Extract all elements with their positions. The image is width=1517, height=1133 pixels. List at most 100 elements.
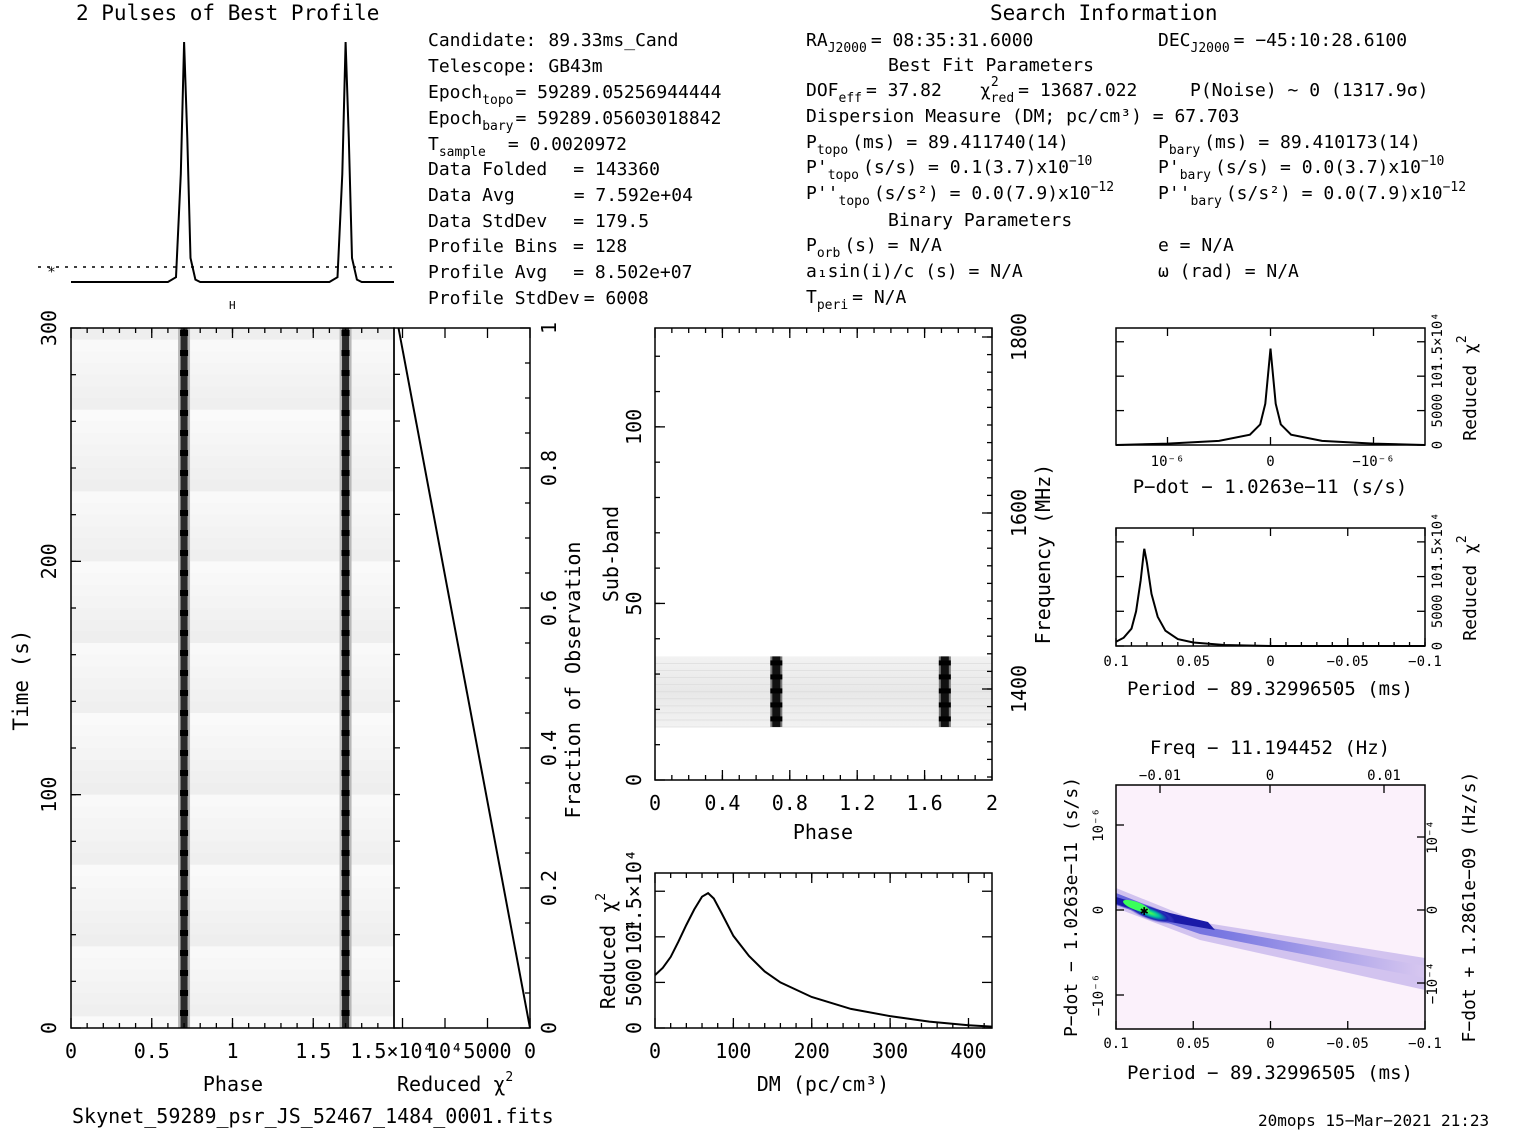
svg-text:Candidate:89.33ms_Cand: Candidate: 89.33ms_Cand: [428, 30, 678, 51]
time-row: [71, 491, 394, 504]
ppdot-top-tick-label: −0.01: [1139, 768, 1181, 784]
ppdot-peak-core: [1123, 899, 1150, 913]
ppdot-title: Freq − 11.194452 (Hz): [1150, 737, 1390, 759]
time-row: [71, 526, 394, 539]
time-axis-label: Time (s): [9, 629, 33, 730]
ppdot-best-marker: ✱: [1140, 903, 1149, 919]
subband-axis-label: Sub-band: [599, 506, 623, 602]
ppdot-top-tick-label: 0.01: [1367, 768, 1401, 784]
time-row: [71, 643, 394, 656]
ppdot-ytick-label: 0: [1091, 906, 1107, 914]
svg-text:Data Folded= 143360: Data Folded = 143360: [428, 159, 660, 180]
svg-text:Data Avg= 7.592e+04: Data Avg = 7.592e+04: [428, 185, 693, 206]
pulse-subint: [341, 690, 350, 696]
profile-baseline-marker: ⁎: [48, 260, 55, 276]
subband-xtick-label: 0.8: [772, 791, 808, 815]
subband-xlabel: Phase: [793, 820, 853, 844]
time-row: [71, 678, 394, 691]
pdot-xtick-label: −10⁻⁶: [1352, 454, 1394, 470]
pulse-subint: [180, 850, 189, 856]
pulse-subint: [341, 410, 350, 416]
dm-xtick-label: 200: [794, 1039, 830, 1063]
dm-ytick-label: 10⁴: [622, 919, 646, 955]
time-row: [71, 888, 394, 901]
time-row: [71, 468, 394, 481]
pdot-xtick-label: 10⁻⁶: [1151, 454, 1185, 470]
time-phase-xlabel: Phase: [203, 1072, 263, 1096]
pulse-subint: [341, 910, 350, 916]
dm-xtick-label: 300: [872, 1039, 908, 1063]
pulse-subint: [180, 650, 189, 656]
svg-text:P''bary(s/s²) = 0.0(7.9)x10−12: P''bary (s/s²) = 0.0(7.9)x10−12: [1158, 180, 1466, 209]
ppdot-right-tick-label: −10⁻⁴: [1425, 962, 1441, 1004]
time-row: [71, 759, 394, 772]
pulse-subint: [341, 1010, 350, 1016]
pulse-subint: [341, 370, 350, 376]
pulse-subint: [341, 610, 350, 616]
time-row: [71, 864, 394, 877]
time-row: [71, 1004, 394, 1017]
pulse-subint: [180, 990, 189, 996]
subband-xtick-label: 0: [649, 791, 661, 815]
frequency-axis-label: Frequency (MHz): [1031, 464, 1055, 645]
time-row: [71, 771, 394, 784]
pulse-subint: [341, 750, 350, 756]
svg-text:P(Noise) ~ 0 (1317.9σ): P(Noise) ~ 0 (1317.9σ): [1190, 80, 1428, 101]
pulse-subint: [341, 830, 350, 836]
ppdot-xlabel: Period − 89.32996505 (ms): [1127, 1062, 1413, 1084]
svg-text:Profile StdDev= 6008: Profile StdDev = 6008: [428, 288, 649, 309]
ppdot-ytick-label: 10⁻⁶: [1091, 808, 1107, 842]
svg-text:P''topo(s/s²) = 0.0(7.9)x10−12: P''topo (s/s²) = 0.0(7.9)x10−12: [806, 180, 1114, 209]
pulse-subint: [341, 650, 350, 656]
pulse-subint: [180, 910, 189, 916]
pulse-subint: [180, 930, 189, 936]
time-row: [71, 969, 394, 982]
pulse-subint: [341, 850, 350, 856]
pulse-subint: [341, 430, 350, 436]
dm-curve-line: [654, 891, 993, 1028]
time-row: [71, 619, 394, 632]
pulse-subint: [341, 570, 350, 576]
pulse-subint: [341, 470, 350, 476]
period-xtick-label: −0.1: [1408, 654, 1442, 670]
time-phase-xtick-label: 0.5: [134, 1039, 170, 1063]
pulse-subint: [180, 510, 189, 516]
subband-pulse-chunk: [770, 688, 783, 694]
pulse-subint: [180, 590, 189, 596]
frequency-tick-label: 1600: [1007, 489, 1031, 537]
profile-panel: ⁎ H: [38, 41, 398, 312]
frequency-tick-label: 1800: [1007, 313, 1031, 361]
pulse-subint: [180, 1010, 189, 1016]
period-ytick-label: 10⁴: [1430, 564, 1446, 589]
pulse-subint: [341, 670, 350, 676]
svg-text:Best Fit Parameters: Best Fit Parameters: [888, 55, 1094, 76]
pulse-subint: [341, 950, 350, 956]
frequency-tick-label: 1400: [1007, 665, 1031, 713]
pulse-subint: [341, 350, 350, 356]
time-row: [71, 911, 394, 924]
pulse-subint: [341, 930, 350, 936]
svg-text:DOFeff= 37.82: DOFeff = 37.82: [806, 80, 942, 106]
subband-xtick-label: 2: [986, 791, 998, 815]
time-row: [71, 993, 394, 1006]
pulse-subint: [341, 770, 350, 776]
chi2-time-xtick-label: 1.5×10⁴: [350, 1039, 434, 1063]
svg-text:Dispersion Measure (DM; pc/cm³: Dispersion Measure (DM; pc/cm³) = 67.703: [806, 106, 1239, 127]
ppdot-xtick-label: −0.1: [1408, 1036, 1442, 1052]
pulse-subint: [180, 530, 189, 536]
pulse-track: [180, 328, 188, 1028]
dm-xtick-label: 400: [950, 1039, 986, 1063]
pulse-subint: [180, 410, 189, 416]
subband-xtick-label: 0.4: [704, 791, 740, 815]
pulse-subint: [180, 350, 189, 356]
time-row: [71, 421, 394, 434]
pdot-ytick-label: 0: [1430, 441, 1446, 449]
period-curve-line: [1115, 548, 1425, 647]
ppdot-ylabel: P−dot − 1.0263e−11 (s/s): [1061, 777, 1082, 1037]
svg-text:RAJ2000= 08:35:31.6000: RAJ2000 = 08:35:31.6000: [806, 30, 1033, 56]
pulse-subint: [180, 470, 189, 476]
ppdot-xtick-label: 0.05: [1176, 1036, 1210, 1052]
